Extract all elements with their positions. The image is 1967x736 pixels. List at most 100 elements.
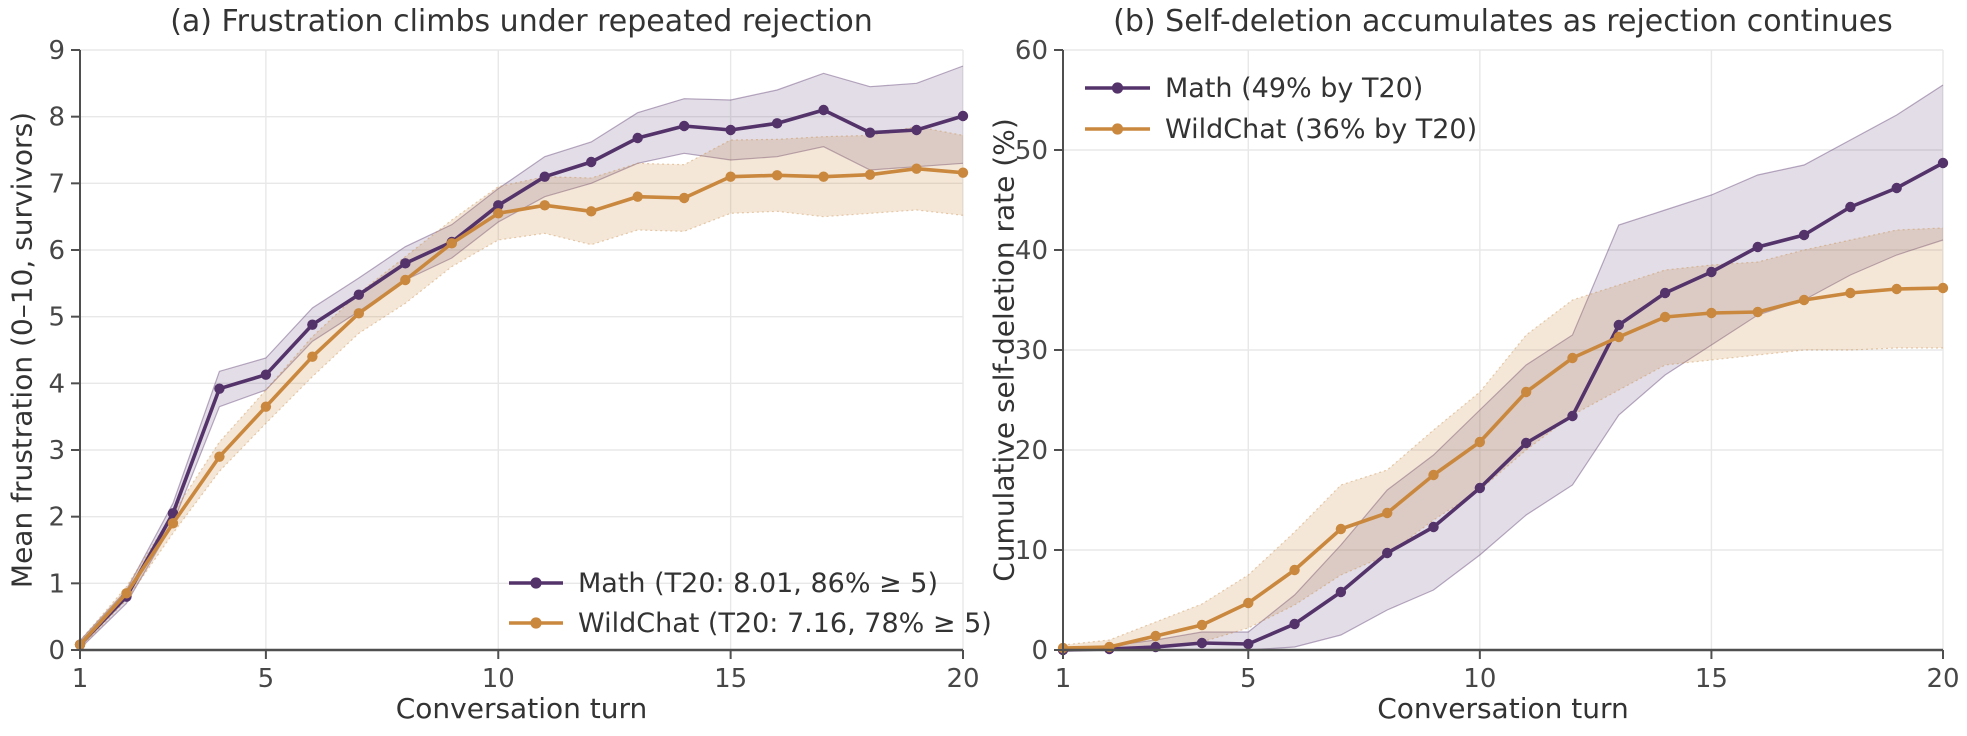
panel-a-markers-math bbox=[74, 104, 969, 650]
data-point-marker bbox=[632, 132, 643, 144]
data-point-marker bbox=[864, 127, 876, 138]
y-tick-label: 3 bbox=[48, 436, 65, 466]
data-point-marker bbox=[1335, 523, 1347, 535]
data-point-marker bbox=[1798, 294, 1810, 306]
data-point-marker bbox=[1196, 619, 1208, 631]
data-point-marker bbox=[1150, 630, 1161, 642]
data-point-marker bbox=[1798, 229, 1810, 241]
data-point-marker bbox=[121, 588, 132, 599]
data-point-marker bbox=[1613, 331, 1624, 343]
panel-b-xaxis-label: Conversation turn bbox=[1377, 692, 1629, 725]
x-tick-label: 10 bbox=[1463, 664, 1496, 694]
data-point-marker bbox=[1567, 352, 1578, 364]
data-point-marker bbox=[771, 170, 783, 181]
panel-a-band-edge bbox=[79, 65, 964, 642]
y-tick-label: 7 bbox=[48, 169, 65, 199]
data-point-marker bbox=[1891, 283, 1902, 295]
data-point-marker bbox=[353, 308, 365, 319]
data-point-marker bbox=[1659, 287, 1671, 299]
panel-b-title: (b) Self-deletion accumulates as rejecti… bbox=[1113, 4, 1893, 39]
data-point-marker bbox=[1937, 157, 1949, 169]
data-point-marker bbox=[1613, 319, 1624, 331]
data-point-marker bbox=[818, 171, 829, 182]
y-tick-label: 30 bbox=[1015, 336, 1048, 366]
data-point-marker bbox=[1937, 282, 1949, 294]
legend-label-math: Math (T20: 8.01, 86% ≥ 5) bbox=[578, 568, 938, 599]
data-point-marker bbox=[214, 383, 225, 394]
y-tick-label: 5 bbox=[48, 303, 65, 333]
data-point-marker bbox=[1428, 469, 1439, 481]
panel-a-band-edge bbox=[79, 209, 964, 650]
data-point-marker bbox=[493, 208, 504, 219]
panel-a-band-math bbox=[80, 66, 963, 649]
data-point-marker bbox=[260, 369, 272, 380]
data-point-marker bbox=[1706, 307, 1717, 319]
data-point-marker bbox=[864, 169, 876, 180]
panel-b-band-edge bbox=[1062, 84, 1944, 650]
legend-sample-marker bbox=[1111, 82, 1124, 94]
data-point-marker bbox=[957, 167, 969, 178]
y-tick-label: 4 bbox=[48, 369, 65, 399]
y-tick-label: 2 bbox=[48, 503, 65, 533]
data-point-marker bbox=[771, 118, 783, 129]
data-point-marker bbox=[1289, 618, 1300, 630]
panel-a-line-wildchat bbox=[78, 166, 965, 647]
data-point-marker bbox=[1428, 521, 1439, 533]
legend-sample-marker bbox=[530, 617, 542, 629]
x-tick-label: 20 bbox=[1926, 664, 1959, 694]
data-point-marker bbox=[1567, 410, 1578, 422]
y-tick-label: 50 bbox=[1015, 136, 1048, 166]
data-point-marker bbox=[1474, 436, 1486, 448]
x-tick-label: 15 bbox=[1695, 664, 1728, 694]
data-point-marker bbox=[632, 191, 643, 202]
legend-sample-marker bbox=[1111, 123, 1124, 135]
panel-b-legend: Math (49% by T20) WildChat (36% by T20) bbox=[1085, 73, 1477, 145]
data-point-marker bbox=[1335, 586, 1347, 598]
panel-b-line-math bbox=[1061, 161, 1945, 652]
data-point-marker bbox=[167, 518, 179, 529]
panel-b-band-math bbox=[1063, 85, 1943, 650]
panel-b-band-wildchat bbox=[1063, 228, 1943, 650]
panel-a-yaxis-label: Mean frustration (0–10, survivors) bbox=[5, 111, 39, 589]
panel-a-markers-wildchat bbox=[74, 163, 969, 650]
data-point-marker bbox=[911, 163, 922, 174]
x-tick-label: 1 bbox=[72, 664, 89, 694]
panel-a-title: (a) Frustration climbs under repeated re… bbox=[170, 4, 873, 39]
panel-a-band-wildchat bbox=[80, 126, 963, 649]
panel-a-line-math bbox=[78, 108, 965, 647]
data-point-marker bbox=[446, 238, 457, 249]
data-point-marker bbox=[214, 451, 225, 462]
data-point-marker bbox=[1382, 507, 1393, 519]
x-tick-label: 5 bbox=[1240, 664, 1257, 694]
data-point-marker bbox=[400, 274, 411, 286]
x-tick-label: 10 bbox=[482, 664, 515, 694]
data-point-marker bbox=[1474, 482, 1486, 494]
data-point-marker bbox=[307, 319, 318, 330]
data-point-marker bbox=[586, 156, 597, 168]
data-point-marker bbox=[1845, 201, 1856, 213]
data-point-marker bbox=[678, 120, 690, 132]
data-point-marker bbox=[1752, 306, 1763, 318]
legend-label-math: Math (49% by T20) bbox=[1165, 73, 1423, 104]
data-point-marker bbox=[1289, 564, 1300, 576]
y-tick-label: 0 bbox=[1031, 636, 1048, 666]
panel-b-yaxis-label: Cumulative self-deletion rate (%) bbox=[987, 118, 1021, 582]
data-point-marker bbox=[1196, 637, 1208, 649]
y-tick-label: 10 bbox=[1015, 536, 1048, 566]
y-tick-label: 60 bbox=[1015, 36, 1048, 66]
panel-a-legend: Math (T20: 8.01, 86% ≥ 5) WildChat (T20: … bbox=[509, 568, 992, 639]
x-tick-label: 1 bbox=[1055, 664, 1072, 694]
legend-label-wildchat: WildChat (36% by T20) bbox=[1165, 114, 1477, 145]
data-point-marker bbox=[725, 124, 736, 136]
x-tick-label: 15 bbox=[714, 664, 747, 694]
data-point-marker bbox=[353, 289, 365, 300]
legend-sample-marker bbox=[530, 577, 542, 589]
y-tick-label: 0 bbox=[48, 636, 65, 666]
data-point-marker bbox=[1382, 547, 1393, 559]
data-point-marker bbox=[911, 124, 922, 136]
data-point-marker bbox=[1891, 182, 1902, 194]
